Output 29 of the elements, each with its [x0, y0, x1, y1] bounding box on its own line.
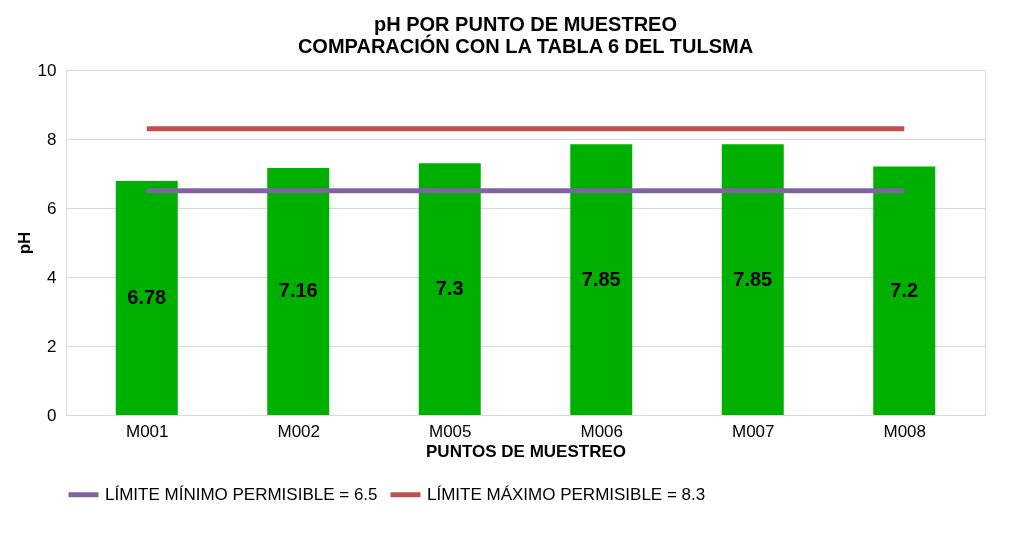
bar [721, 144, 784, 415]
y-tick-label: 6 [47, 198, 57, 218]
legend-label: LÍMITE MÁXIMO PERMISIBLE = 8.3 [427, 484, 706, 504]
data-label: 7.85 [581, 267, 621, 290]
bar [570, 144, 633, 415]
chart-title: pH POR PUNTO DE MUESTREO COMPARACIÓN CON LA TABLA 6 DEL TULSMA [297, 13, 754, 57]
x-tick-label: M002 [277, 421, 321, 441]
bar [873, 166, 936, 415]
bar [115, 181, 178, 415]
data-label: 7.16 [278, 279, 318, 302]
x-tick-label: M005 [428, 421, 472, 441]
y-axis-title: pH [14, 231, 34, 255]
data-label: 7.3 [435, 277, 464, 300]
y-tick-label: 0 [47, 405, 57, 425]
x-tick-label: M007 [731, 421, 775, 441]
data-label: 7.2 [890, 278, 919, 301]
x-tick-label: M008 [883, 421, 927, 441]
y-tick-label: 4 [47, 267, 57, 287]
x-tick-label: M001 [125, 421, 169, 441]
x-tick-label: M006 [580, 421, 624, 441]
y-tick-label: 8 [47, 129, 57, 149]
legend-label: LÍMITE MÍNIMO PERMISIBLE = 6.5 [105, 484, 378, 504]
x-axis-title: PUNTOS DE MUESTREO [426, 441, 626, 461]
y-tick-label: 10 [37, 60, 57, 80]
data-label: 7.85 [733, 267, 773, 290]
bar [267, 167, 330, 415]
y-tick-label: 2 [47, 336, 57, 356]
bar [418, 163, 481, 415]
data-label: 6.78 [127, 286, 167, 309]
